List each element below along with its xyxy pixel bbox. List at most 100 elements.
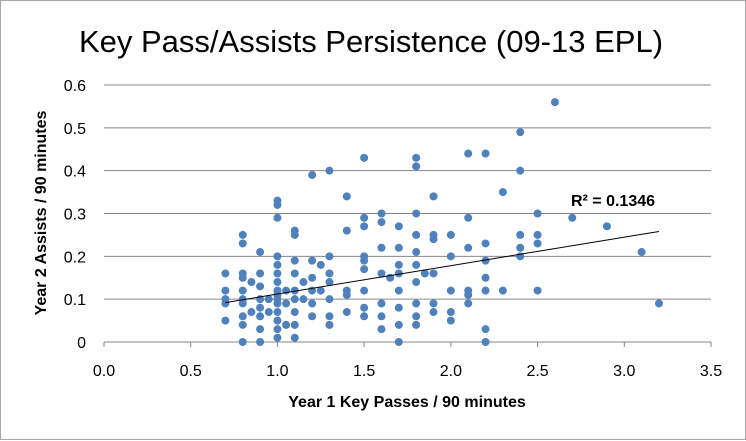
data-point — [256, 312, 265, 321]
data-point — [446, 252, 455, 261]
data-point — [481, 273, 490, 282]
data-point — [342, 308, 351, 317]
data-point — [360, 213, 369, 222]
data-point — [221, 299, 230, 308]
data-point — [308, 170, 317, 179]
y-axis-ticks: 0 0.1 0.2 0.3 0.4 0.5 0.6 — [64, 78, 86, 352]
x-tick-label: 2.5 — [526, 363, 548, 380]
data-point — [429, 235, 438, 244]
data-point — [290, 308, 299, 317]
data-point — [394, 260, 403, 269]
data-point — [412, 162, 421, 171]
data-point — [420, 269, 429, 278]
data-point — [273, 299, 282, 308]
data-point — [360, 153, 369, 162]
y-tick-label: 0.1 — [64, 292, 86, 309]
data-point — [360, 303, 369, 312]
data-point — [516, 230, 525, 239]
data-point — [377, 312, 386, 321]
data-point — [498, 188, 507, 197]
data-point — [394, 320, 403, 329]
data-point — [516, 128, 525, 137]
data-point — [412, 312, 421, 321]
data-point — [299, 295, 308, 304]
data-point — [342, 226, 351, 235]
data-point — [273, 269, 282, 278]
data-point — [360, 312, 369, 321]
data-point — [238, 299, 247, 308]
data-point — [290, 269, 299, 278]
data-point — [377, 269, 386, 278]
x-tick-label: 1.0 — [266, 363, 288, 380]
data-point — [325, 269, 334, 278]
data-point — [360, 265, 369, 274]
data-point — [412, 278, 421, 287]
data-point — [602, 222, 611, 231]
data-point — [394, 243, 403, 252]
y-axis-title: Year 2 Assists / 90 minutes — [33, 110, 50, 315]
data-point — [342, 192, 351, 201]
data-point — [256, 269, 265, 278]
data-point — [412, 320, 421, 329]
data-point — [394, 269, 403, 278]
data-point — [377, 299, 386, 308]
chart-title: Key Pass/Assists Persistence (09-13 EPL) — [79, 24, 663, 59]
data-point — [264, 295, 273, 304]
data-point — [412, 209, 421, 218]
data-point — [394, 338, 403, 346]
data-point — [429, 299, 438, 308]
data-point — [464, 149, 473, 158]
data-point — [464, 290, 473, 299]
trendline: R² = 0.1346 — [225, 193, 660, 304]
data-point — [290, 286, 299, 295]
data-point — [290, 256, 299, 265]
data-point — [221, 269, 230, 278]
data-point — [238, 239, 247, 248]
data-point — [247, 308, 256, 317]
data-point — [316, 286, 325, 295]
data-point — [360, 222, 369, 231]
y-tick-label: 0.3 — [64, 207, 86, 224]
y-tick-label: 0.5 — [64, 121, 86, 138]
data-point — [481, 338, 490, 346]
data-point — [273, 325, 282, 334]
y-tick-label: 0.4 — [64, 164, 86, 181]
data-point — [238, 312, 247, 321]
data-point — [238, 338, 247, 346]
data-point — [290, 320, 299, 329]
data-point — [308, 299, 317, 308]
data-point — [429, 269, 438, 278]
data-point — [273, 316, 282, 325]
data-point — [637, 248, 646, 257]
data-point — [377, 243, 386, 252]
y-tick-label: 0 — [77, 335, 86, 352]
r-squared-label: R² = 0.1346 — [571, 193, 655, 210]
data-point — [273, 200, 282, 209]
data-point — [533, 209, 542, 218]
data-point — [238, 230, 247, 239]
data-point — [256, 338, 265, 346]
data-point — [377, 218, 386, 227]
data-point — [394, 303, 403, 312]
data-point — [316, 260, 325, 269]
data-point — [325, 166, 334, 175]
y-tick-label: 0.6 — [64, 78, 86, 95]
data-point — [290, 295, 299, 304]
data-point — [568, 213, 577, 222]
data-point — [325, 320, 334, 329]
x-tick-label: 2.0 — [440, 363, 462, 380]
data-point — [360, 286, 369, 295]
data-point — [238, 273, 247, 282]
data-point — [498, 286, 507, 295]
x-axis-title: Year 1 Key Passes / 90 minutes — [288, 394, 526, 411]
data-point — [325, 252, 334, 261]
data-point — [446, 286, 455, 295]
data-point — [446, 230, 455, 239]
y-tick-label: 0.2 — [64, 249, 86, 266]
data-point — [533, 239, 542, 248]
data-point — [221, 316, 230, 325]
data-point — [377, 209, 386, 218]
data-point — [273, 308, 282, 317]
